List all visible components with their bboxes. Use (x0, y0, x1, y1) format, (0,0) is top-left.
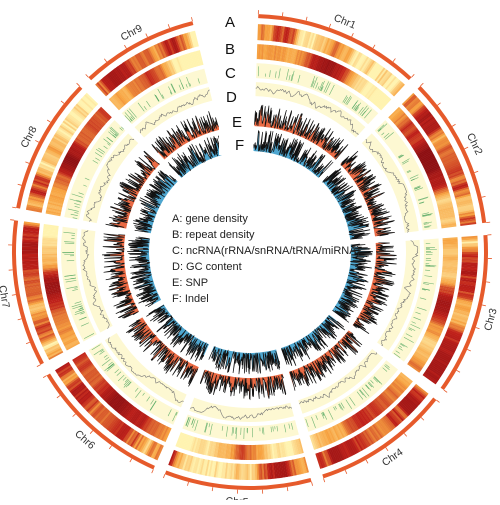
repeat-density-bin (443, 250, 458, 252)
tick-chr5 (212, 487, 213, 491)
tick-chr9 (124, 45, 126, 48)
tick-chr8 (18, 184, 22, 185)
gene-density-bin (22, 250, 38, 252)
legend-line-a: A: gene density (172, 213, 248, 225)
tick-chr7 (12, 295, 16, 296)
gene-density-bin (462, 248, 478, 250)
tick-chr1 (306, 17, 307, 21)
track-letter-c: C (225, 65, 236, 82)
tick-chr3 (467, 349, 471, 351)
tick-chr2 (465, 147, 469, 149)
gene-density-bin (251, 464, 253, 480)
chromosome-label-chr8: Chr8 (18, 124, 39, 150)
chromosome-label-chr3: Chr3 (482, 307, 500, 332)
tick-chr1 (373, 45, 375, 48)
tick-chr5 (287, 487, 288, 491)
tick-chr5 (187, 482, 188, 486)
gc-track-bg (255, 82, 365, 137)
repeat-density-bin (443, 249, 458, 251)
tick-chr7 (18, 319, 22, 320)
tick-chr7 (10, 220, 14, 221)
repeat-density-bin (251, 445, 253, 460)
tick-chr8 (35, 140, 39, 142)
tick-chr8 (25, 162, 29, 163)
chromosome-label-chr6: Chr6 (72, 428, 97, 452)
tick-chr6 (152, 469, 154, 473)
tick-chr8 (12, 207, 16, 208)
tick-chr1 (412, 74, 415, 77)
tick-chr8 (47, 120, 50, 122)
tick-chr4 (436, 400, 439, 402)
repeat-density-bin (42, 250, 57, 252)
tick-chr2 (482, 196, 486, 197)
track-letter-b: B (225, 41, 235, 58)
tick-chr9 (86, 74, 89, 77)
tick-chr4 (386, 448, 388, 451)
tick-chr9 (104, 59, 106, 62)
tick-chr2 (420, 83, 423, 86)
tick-chr8 (61, 101, 64, 103)
tick-chr7 (26, 342, 30, 344)
tick-chr2 (437, 103, 440, 105)
legend-line-d: D: GC content (172, 261, 242, 273)
tick-chr7 (37, 365, 41, 367)
tick-chr4 (345, 470, 347, 474)
tick-chr2 (452, 124, 455, 126)
tick-chr4 (404, 433, 407, 436)
legend-line-c: C: ncRNA(rRNA/snRNA/tRNA/miRNA) (172, 245, 360, 257)
repeat-density-bin (42, 254, 57, 256)
tick-chr9 (146, 34, 148, 38)
tick-chr6 (73, 414, 76, 417)
tick-chr5 (312, 482, 313, 486)
legend-line-b: B: repeat density (172, 229, 255, 241)
tick-chr9 (168, 24, 169, 28)
gene-density-bin (462, 250, 478, 252)
tick-chr3 (476, 328, 480, 329)
gene-density-bin (250, 464, 252, 480)
tick-chr1 (352, 33, 354, 37)
tick-chr6 (130, 459, 132, 462)
chromosome-label-chr7: Chr7 (0, 284, 12, 309)
tick-chr3 (444, 390, 447, 392)
chromosome-label-chr1: Chr1 (332, 12, 358, 32)
repeat-density-bin (42, 252, 57, 254)
repeat-density-bin (250, 445, 252, 460)
legend-line-e: E: SNP (172, 277, 208, 289)
tick-chr9 (191, 17, 192, 21)
tick-chr8 (77, 83, 80, 86)
gene-density-bin (22, 252, 38, 254)
tick-chr3 (486, 282, 490, 283)
tick-chr4 (421, 417, 424, 420)
chromosome-label-chr9: Chr9 (119, 22, 145, 43)
track-letter-f: F (235, 137, 244, 154)
indel-signal-line (209, 347, 280, 374)
track-letter-e: E (232, 114, 242, 131)
legend: A: gene density B: repeat density C: ncR… (172, 213, 360, 305)
tick-chr6 (57, 395, 60, 397)
gene-density-bin (22, 254, 38, 256)
tick-chr4 (324, 478, 325, 482)
chromosome-label-chr4: Chr4 (380, 446, 406, 469)
track-letter-a: A (225, 14, 235, 31)
tick-chr6 (90, 431, 93, 434)
tick-chr3 (457, 370, 460, 372)
tick-chr4 (366, 460, 368, 463)
tick-chr1 (393, 59, 395, 62)
chromosome-label-chr2: Chr2 (464, 131, 485, 157)
tick-chr1 (282, 12, 283, 16)
tick-chr6 (43, 376, 46, 378)
tick-chr5 (163, 474, 164, 478)
tick-chr2 (474, 171, 478, 172)
tick-chr6 (109, 446, 111, 449)
chromosome-label-chr5: Chr5 (225, 495, 249, 500)
legend-line-f: F: Indel (172, 293, 209, 305)
track-letter-d: D (226, 89, 237, 106)
tick-chr3 (482, 305, 486, 306)
tick-chr1 (329, 24, 330, 28)
